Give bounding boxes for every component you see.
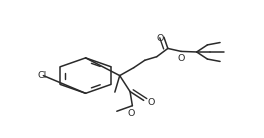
Text: O: O bbox=[157, 34, 164, 43]
Text: Cl: Cl bbox=[38, 71, 47, 80]
Text: O: O bbox=[177, 54, 184, 63]
Text: O: O bbox=[148, 98, 155, 107]
Text: O: O bbox=[128, 109, 135, 118]
